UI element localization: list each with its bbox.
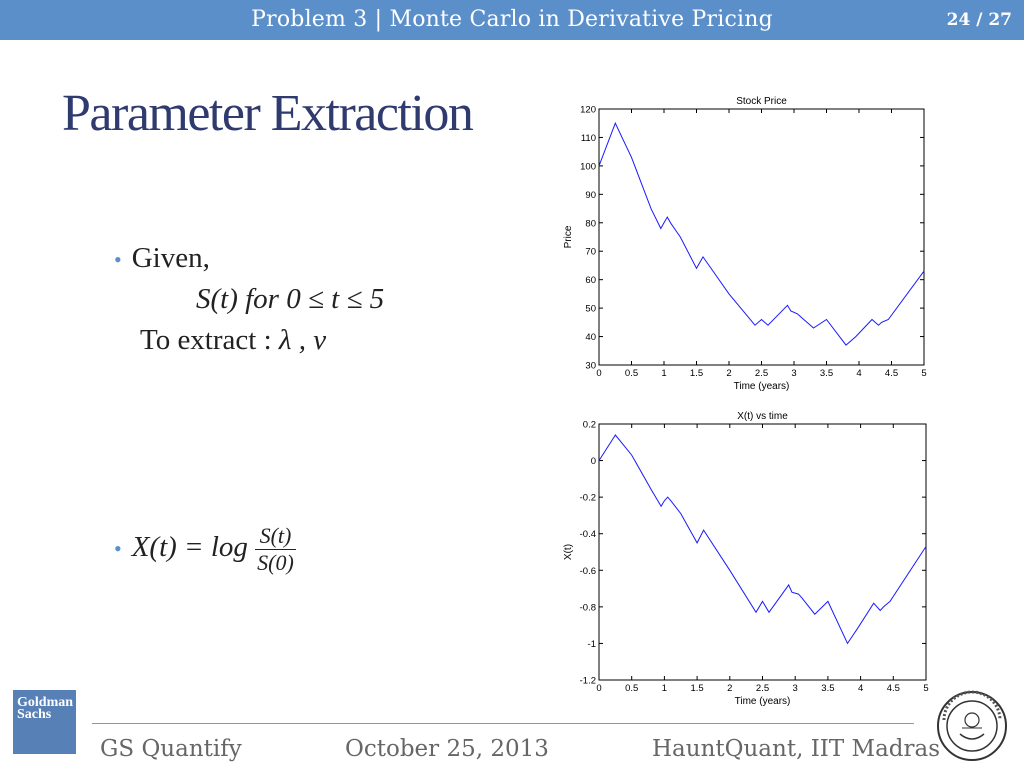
x-axis-label: Time (years) bbox=[734, 381, 790, 392]
y-tick-label: -1.2 bbox=[580, 676, 596, 687]
extract-line: To extract : λ , v bbox=[140, 324, 326, 357]
footer-date: October 25, 2013 bbox=[345, 736, 549, 762]
x-tick-label: 3 bbox=[791, 368, 796, 379]
fraction-numerator: S(t) bbox=[255, 523, 296, 550]
x-tick-label: 3.5 bbox=[820, 368, 833, 379]
range-expression: S(t) for 0 ≤ t ≤ 5 bbox=[196, 283, 385, 315]
x-tick-label: 0 bbox=[596, 368, 601, 379]
y-tick-label: -0.8 bbox=[580, 602, 596, 613]
extract-params: λ , v bbox=[278, 324, 327, 356]
iit-madras-seal-icon bbox=[937, 690, 1007, 761]
x-vs-time-chart: X(t) vs time 0 0.5 1 1.5 2 2.5 3 3.5 4 4.5 5 -1.2 -1 -… bbox=[563, 411, 929, 707]
y-tick-label: 80 bbox=[585, 218, 596, 229]
x-definition-lhs: X(t) = log bbox=[131, 531, 248, 564]
x-tick-label: 3.5 bbox=[821, 683, 834, 694]
x-tick-label: 1.5 bbox=[690, 683, 703, 694]
y-tick-label: -0.4 bbox=[580, 529, 596, 540]
x-tick-label: 2.5 bbox=[755, 368, 768, 379]
y-axis-label: X(t) bbox=[563, 544, 574, 560]
x-tick-label: 1 bbox=[662, 683, 667, 694]
x-tick-label: 0 bbox=[596, 683, 601, 694]
x-tick-label: 5 bbox=[923, 683, 928, 694]
x-tick-label: 2 bbox=[726, 368, 731, 379]
bullet-x-definition: • X(t) = log S(t) S(0) bbox=[114, 523, 296, 576]
bullet-dot-icon: • bbox=[114, 247, 122, 272]
header-bar: Problem 3 | Monte Carlo in Derivative Pr… bbox=[0, 0, 1024, 40]
ratio-fraction: S(t) S(0) bbox=[255, 523, 296, 576]
x-tick-label: 1 bbox=[661, 368, 666, 379]
y-tick-label: 120 bbox=[580, 105, 596, 116]
x-tick-label: 2.5 bbox=[756, 683, 769, 694]
header-title: Problem 3 | Monte Carlo in Derivative Pr… bbox=[251, 7, 773, 32]
series-line bbox=[598, 121, 925, 346]
y-tick-label: -0.6 bbox=[580, 566, 596, 577]
x-tick-label: 4 bbox=[858, 683, 863, 694]
y-tick-label: 110 bbox=[581, 133, 596, 144]
x-tick-label: 3 bbox=[793, 683, 798, 694]
y-tick-label: 40 bbox=[585, 332, 596, 343]
y-tick-label: 100 bbox=[580, 161, 596, 172]
x-tick-label: 4 bbox=[856, 368, 861, 379]
footer-right: HauntQuant, IIT Madras bbox=[652, 736, 941, 762]
plot-frame bbox=[598, 423, 927, 681]
x-tick-label: 0.5 bbox=[625, 368, 638, 379]
x-tick-label: 5 bbox=[921, 368, 926, 379]
y-tick-label: 90 bbox=[585, 190, 596, 201]
footer-left: GS Quantify bbox=[100, 736, 242, 762]
stock-price-chart: Stock Price 0 0.5 1 1.5 2 2.5 3 3.5 4 4.5 5 30 40 50 60… bbox=[563, 96, 927, 392]
y-tick-label: 0 bbox=[591, 456, 596, 467]
y-tick-label: 50 bbox=[585, 304, 596, 315]
slide-title: Parameter Extraction bbox=[62, 85, 474, 142]
series-line bbox=[598, 434, 927, 645]
bullet-given: • Given, bbox=[114, 242, 210, 275]
y-tick-label: 70 bbox=[585, 247, 596, 258]
goldman-sachs-logo: Goldman Sachs bbox=[13, 690, 76, 754]
y-tick-label: -0.2 bbox=[580, 493, 596, 504]
x-axis-label: Time (years) bbox=[735, 696, 791, 707]
x-tick-label: 2 bbox=[727, 683, 732, 694]
y-tick-label: 60 bbox=[585, 275, 596, 286]
y-tick-label: 0.2 bbox=[583, 420, 596, 431]
x-tick-label: 4.5 bbox=[887, 683, 900, 694]
fraction-denominator: S(0) bbox=[257, 550, 294, 575]
bullet-dot-icon: • bbox=[114, 536, 122, 562]
chart-title: X(t) vs time bbox=[737, 411, 788, 422]
plot-frame bbox=[598, 108, 925, 366]
x-tick-label: 4.5 bbox=[885, 368, 898, 379]
given-label: Given, bbox=[131, 242, 210, 274]
extract-label: To extract : bbox=[140, 324, 279, 356]
footer-divider bbox=[92, 723, 914, 724]
y-axis-label: Price bbox=[563, 225, 574, 248]
page-number[interactable]: 24 / 27 bbox=[946, 10, 1012, 30]
chart-title: Stock Price bbox=[736, 96, 787, 107]
y-tick-label: 30 bbox=[585, 361, 596, 372]
x-tick-label: 1.5 bbox=[690, 368, 703, 379]
x-tick-label: 0.5 bbox=[625, 683, 638, 694]
y-tick-label: -1 bbox=[588, 639, 596, 650]
